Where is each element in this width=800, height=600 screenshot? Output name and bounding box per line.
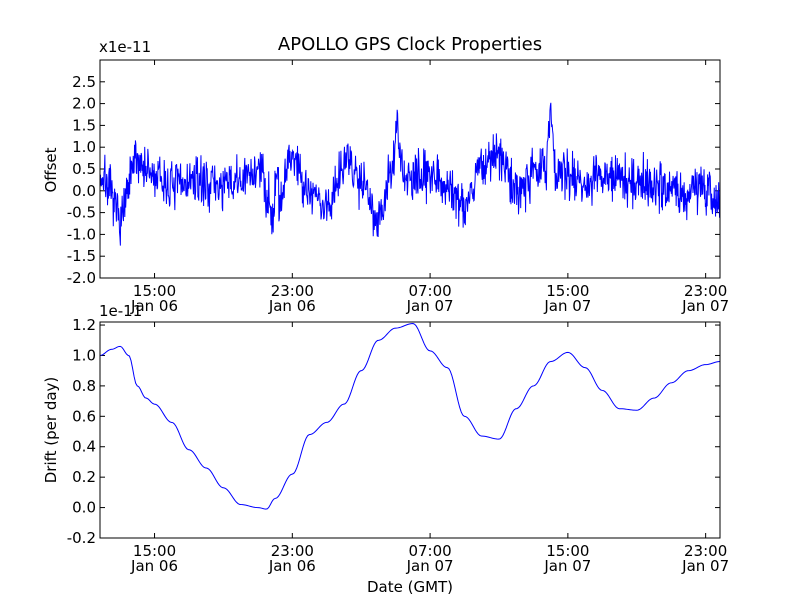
bottom-y-tick-label: 0.2	[72, 468, 96, 486]
top-axes-frame	[99, 59, 721, 279]
top-x-tick-date: Jan 07	[406, 297, 454, 315]
bottom-offset-text: 1e-11	[99, 302, 142, 320]
bottom-y-tick-label: 0.8	[72, 377, 96, 395]
bottom-y-tick-label: 0.4	[72, 438, 96, 456]
top-y-ticks: -2.0 -1.5 -1.0 -0.5 0.0 0.5 1.0 1.5 2.0 2.5	[67, 73, 720, 287]
bottom-x-tick-date: Jan 07	[406, 557, 454, 575]
top-x-tick-time: 23:00	[271, 282, 314, 300]
bottom-plot	[100, 323, 720, 510]
top-y-tick-label: -1.5	[67, 247, 96, 265]
bottom-x-tick-time: 23:00	[271, 542, 314, 560]
bottom-y-tick-label: -0.2	[67, 529, 96, 547]
chart-title: APOLLO GPS Clock Properties	[278, 34, 542, 55]
top-y-tick-label: 0.0	[72, 182, 96, 200]
top-y-tick-label: 0.5	[72, 160, 96, 178]
bottom-y-tick-label: 0.6	[72, 407, 96, 425]
top-y-tick-label: -1.0	[67, 225, 96, 243]
bottom-x-tick-time: 15:00	[546, 542, 589, 560]
bottom-y-tick-label: 1.2	[72, 316, 96, 334]
top-series-line-0	[100, 102, 720, 246]
bottom-x-tick-time: 07:00	[408, 542, 451, 560]
top-x-tick-date: Jan 06	[268, 297, 316, 315]
bottom-series-line-0	[100, 323, 720, 510]
bottom-x-tick-time: 23:00	[684, 542, 727, 560]
top-x-tick-date: Jan 07	[681, 297, 729, 315]
top-x-tick-time: 07:00	[408, 282, 451, 300]
bottom-x-tick-time: 15:00	[133, 542, 176, 560]
top-y-tick-label: 2.0	[72, 95, 96, 113]
top-y-tick-label: 1.5	[72, 116, 96, 134]
bottom-axes-frame	[99, 321, 721, 539]
bottom-y-tick-label: 1.0	[72, 346, 96, 364]
top-y-tick-label: -0.5	[67, 204, 96, 222]
bottom-y-axis-label: Drift (per day)	[42, 377, 60, 484]
top-x-tick-time: 15:00	[133, 282, 176, 300]
bottom-x-tick-date: Jan 07	[681, 557, 729, 575]
top-plot	[100, 102, 720, 246]
top-x-tick-time: 23:00	[684, 282, 727, 300]
bottom-x-axis-label: Date (GMT)	[367, 578, 453, 596]
top-y-axis-label: Offset	[42, 147, 60, 192]
bottom-x-tick-date: Jan 06	[130, 557, 178, 575]
top-x-tick-date: Jan 06	[130, 297, 178, 315]
bottom-x-tick-date: Jan 07	[543, 557, 591, 575]
top-y-tick-label: 1.0	[72, 138, 96, 156]
bottom-y-ticks: -0.2 0.0 0.2 0.4 0.6 0.8 1.0 1.2	[67, 316, 720, 547]
top-offset-text: x1e-11	[99, 38, 151, 56]
top-x-tick-date: Jan 07	[543, 297, 591, 315]
top-x-tick-time: 15:00	[546, 282, 589, 300]
top-y-tick-label: -2.0	[67, 269, 96, 287]
bottom-y-tick-label: 0.0	[72, 499, 96, 517]
bottom-x-tick-date: Jan 06	[268, 557, 316, 575]
top-y-tick-label: 2.5	[72, 73, 96, 91]
